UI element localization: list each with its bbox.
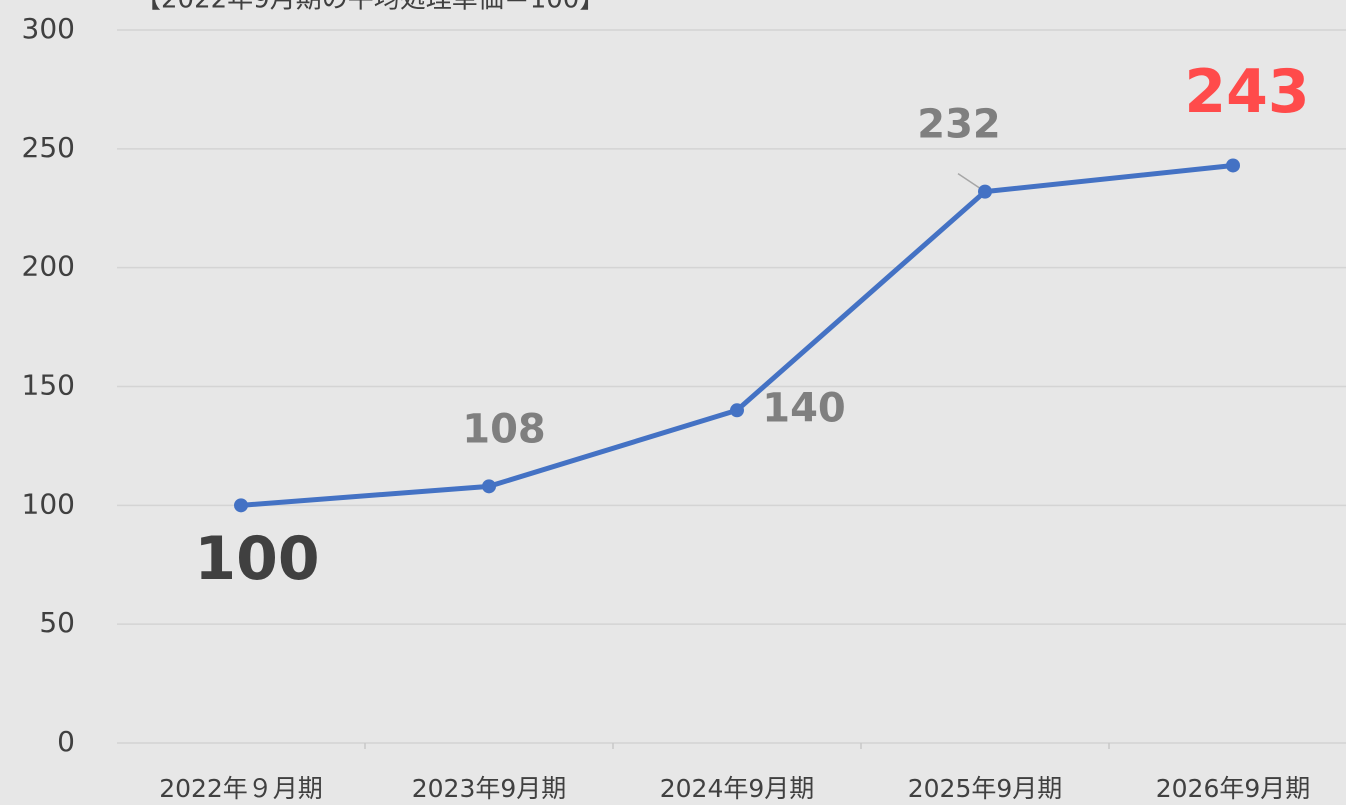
marker bbox=[978, 184, 992, 199]
series-line bbox=[240, 162, 1234, 508]
data-label: 232 bbox=[917, 102, 1001, 148]
y-tick-label: 300 bbox=[22, 12, 75, 45]
y-tick-label: 250 bbox=[22, 131, 75, 164]
data-label: 108 bbox=[462, 406, 546, 452]
x-tick-label: 2022年９月期 bbox=[159, 774, 323, 803]
chart-subtitle: 【2022年9月期の平均処理単価＝100】 bbox=[135, 0, 605, 15]
y-tick-label: 0 bbox=[57, 725, 75, 758]
y-tick-label: 50 bbox=[39, 606, 75, 639]
marker bbox=[730, 403, 744, 418]
y-tick-label: 150 bbox=[22, 369, 75, 402]
marker bbox=[234, 498, 248, 513]
marker bbox=[482, 479, 496, 494]
data-label: 140 bbox=[762, 385, 846, 431]
marker bbox=[1226, 158, 1240, 173]
x-tick-label: 2025年9月期 bbox=[908, 774, 1063, 803]
x-tick-label: 2024年9月期 bbox=[660, 774, 815, 803]
x-tick-label: 2026年9月期 bbox=[1156, 774, 1311, 803]
x-tick-label: 2023年9月期 bbox=[412, 774, 567, 803]
y-tick-label: 100 bbox=[22, 487, 75, 520]
y-tick-label: 200 bbox=[22, 250, 75, 283]
data-label: 243 bbox=[1184, 57, 1309, 127]
data-label: 100 bbox=[194, 524, 319, 594]
